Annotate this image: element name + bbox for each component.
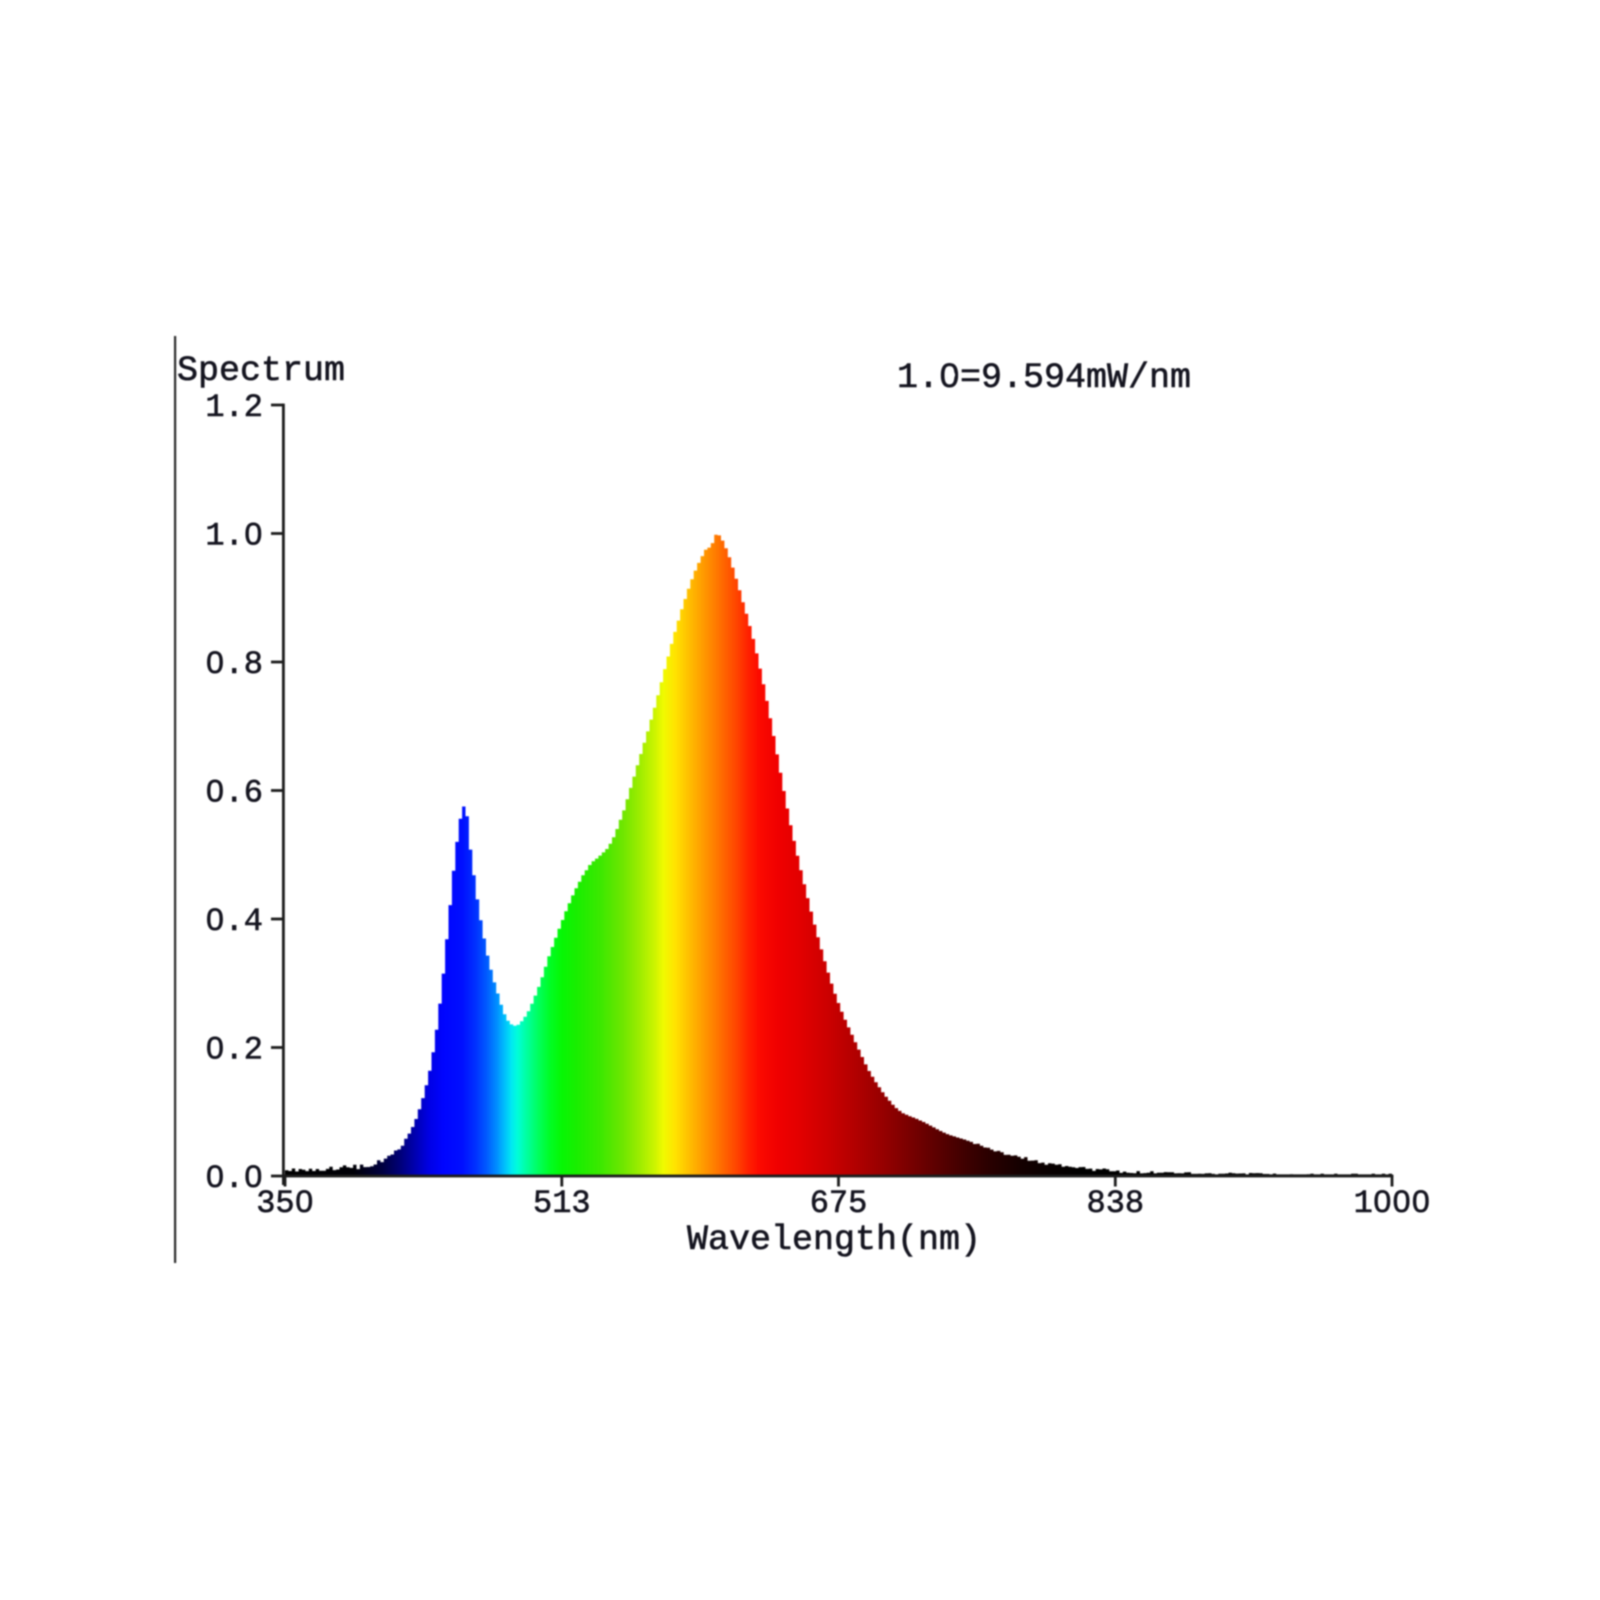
svg-text:1.0=9.594mW/nm: 1.0=9.594mW/nm [897,358,1191,398]
svg-text:838: 838 [1086,1185,1144,1222]
svg-text:0.2: 0.2 [205,1032,263,1069]
svg-text:Spectrum: Spectrum [177,351,345,391]
svg-text:1.2: 1.2 [205,389,263,426]
svg-text:675: 675 [810,1185,868,1222]
svg-text:513: 513 [533,1185,591,1222]
svg-text:Wavelength(nm): Wavelength(nm) [687,1220,981,1260]
